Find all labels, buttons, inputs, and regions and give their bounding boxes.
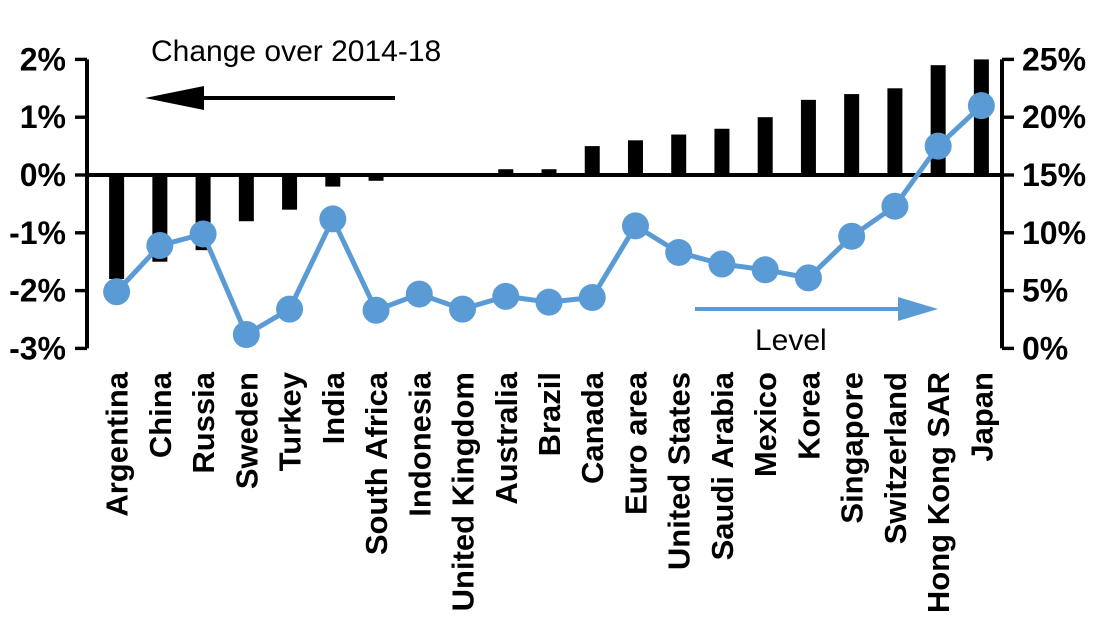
bar-mexico	[757, 117, 773, 175]
level-arrow-right-icon	[898, 297, 938, 321]
level-dot-china	[146, 232, 174, 260]
category-label-canada: Canada	[575, 371, 610, 484]
level-dot-euro-area	[621, 212, 649, 240]
level-dot-united-states	[665, 238, 693, 266]
left-axis-tick-label: -2%	[9, 273, 66, 309]
right-axis-tick-label: 0%	[1022, 330, 1068, 366]
bar-sweden	[238, 175, 254, 222]
left-axis-tick-label: 2%	[20, 41, 66, 77]
bar-switzerland	[887, 88, 903, 175]
bar-singapore	[844, 94, 860, 175]
change-annotation-label: Change over 2014-18	[151, 35, 442, 68]
level-dot-saudi-arabia	[708, 250, 736, 278]
left-axis-tick-label: -1%	[9, 215, 66, 251]
category-label-mexico: Mexico	[748, 372, 783, 477]
bar-united-states	[671, 134, 687, 175]
right-axis-tick-label: 25%	[1022, 41, 1086, 77]
category-label-united-kingdom: United Kingdom	[446, 372, 481, 611]
category-label-korea: Korea	[791, 371, 826, 460]
level-dot-singapore	[838, 222, 866, 250]
bar-korea	[800, 99, 816, 175]
level-dot-united-kingdom	[449, 295, 477, 323]
level-dot-sweden	[232, 321, 260, 349]
bar-australia	[498, 169, 514, 175]
right-axis-tick-label: 20%	[1022, 99, 1086, 135]
category-label-india: India	[316, 371, 351, 444]
category-label-sweden: Sweden	[229, 372, 264, 489]
change-arrow-left-icon	[145, 86, 204, 110]
left-axis-tick-label: 0%	[20, 157, 66, 193]
category-label-south-africa: South Africa	[359, 371, 394, 555]
bar-india	[325, 175, 341, 187]
right-axis-tick-label: 15%	[1022, 157, 1086, 193]
category-label-argentina: Argentina	[100, 371, 135, 516]
level-dot-korea	[794, 264, 822, 292]
category-label-turkey: Turkey	[273, 371, 308, 471]
category-label-switzerland: Switzerland	[878, 372, 913, 544]
level-dot-switzerland	[881, 192, 909, 220]
category-label-singapore: Singapore	[835, 372, 870, 524]
level-dot-indonesia	[405, 280, 433, 308]
bar-euro-area	[627, 140, 643, 175]
level-dot-australia	[492, 282, 520, 310]
category-label-euro-area: Euro area	[618, 371, 653, 515]
category-label-china: China	[143, 371, 178, 458]
left-axis-tick-label: 1%	[20, 99, 66, 135]
level-dot-argentina	[103, 278, 131, 306]
category-label-saudi-arabia: Saudi Arabia	[705, 371, 740, 560]
category-label-australia: Australia	[489, 371, 524, 504]
level-dot-russia	[189, 220, 217, 248]
category-label-brazil: Brazil	[532, 372, 567, 456]
right-axis-tick-label: 5%	[1022, 273, 1068, 309]
bar-saudi-arabia	[714, 128, 730, 175]
level-dot-hong-kong-sar	[924, 132, 952, 160]
level-dot-turkey	[276, 295, 304, 323]
category-label-united-states: United States	[662, 372, 697, 570]
bar-canada	[584, 146, 600, 175]
category-label-hong-kong-sar: Hong Kong SAR	[921, 372, 956, 613]
level-dot-brazil	[535, 288, 563, 316]
level-dot-japan	[967, 92, 995, 120]
right-axis-tick-label: 10%	[1022, 215, 1086, 251]
bar-turkey	[282, 175, 298, 210]
level-annotation-label: Level	[755, 324, 827, 357]
category-label-japan: Japan	[964, 372, 999, 462]
bar-south-africa	[368, 175, 384, 181]
bar-argentina	[109, 175, 125, 280]
level-dot-india	[319, 205, 347, 233]
category-label-indonesia: Indonesia	[402, 371, 437, 516]
left-axis-tick-label: -3%	[9, 330, 66, 366]
level-dot-canada	[578, 284, 606, 312]
level-dot-south-africa	[362, 296, 390, 324]
level-dot-mexico	[751, 256, 779, 284]
bar-brazil	[541, 169, 557, 175]
category-label-russia: Russia	[186, 371, 221, 473]
